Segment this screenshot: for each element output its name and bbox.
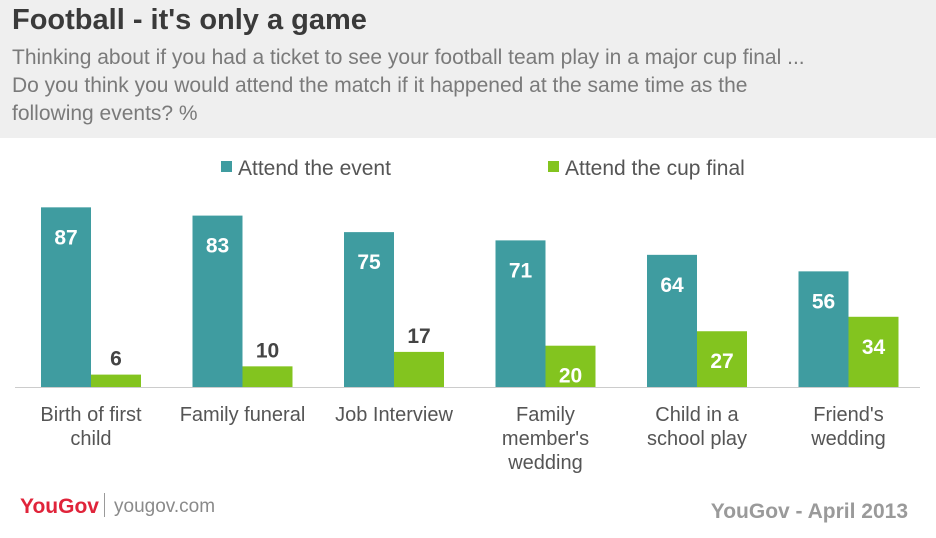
bar-attend-cup-final [848,316,899,387]
footer-divider [104,493,105,517]
data-label: 71 [509,259,533,282]
data-label: 27 [710,350,733,373]
bar-attend-event [41,207,91,387]
header-panel: Football - it's only a game Thinking abo… [0,0,936,138]
legend-label: Attend the event [238,157,391,180]
footer-source: YouGov - April 2013 [710,500,908,523]
bar-attend-event [495,240,546,387]
data-label: 64 [660,274,684,297]
category-label: wedding [810,428,886,450]
legend-label: Attend the cup final [565,157,745,180]
bar-chart: Attend the event Attend the cup final 87 6 B… [15,157,920,474]
data-label: 10 [256,339,279,362]
data-label: 75 [357,251,381,274]
bar-attend-cup-final [394,351,444,387]
category-label: wedding [507,452,583,474]
category-label: Friend's [813,404,884,426]
category-label: Birth of first [40,404,142,426]
chart-title: Football - it's only a game [12,4,367,36]
bar-attend-cup-final [91,374,141,387]
category-label: member's [502,428,589,450]
chart-subtitle: Thinking about if you had a ticket to se… [12,44,927,128]
category-label: Family funeral [180,404,306,426]
category-label: Family [516,404,575,426]
category-label: school play [647,428,747,450]
subtitle-line: Thinking about if you had a ticket to se… [12,46,805,69]
bar-attend-cup-final [242,366,293,387]
yougov-logo: YouGov [20,495,99,518]
category-label: Child in a [655,404,739,426]
data-label: 56 [812,290,835,313]
bar-attend-event [344,232,394,387]
bar-attend-event [647,254,697,387]
data-label: 83 [206,235,229,258]
data-label: 87 [54,226,77,249]
bar-attend-cup-final [545,345,596,387]
subtitle-line: Do you think you would attend the match … [12,74,748,97]
category-label: child [70,428,111,450]
data-label: 17 [407,325,430,348]
category-label: Job Interview [335,404,453,426]
subtitle-line: following events? % [12,102,198,125]
bar-attend-event [192,215,243,387]
bar-attend-cup-final [697,331,747,387]
legend-swatch [221,161,232,172]
legend-swatch [548,161,559,172]
footer-website: yougov.com [114,496,216,517]
data-label: 34 [862,336,886,359]
data-label: 20 [559,365,582,388]
data-label: 6 [110,348,122,371]
bar-attend-event [798,271,849,387]
